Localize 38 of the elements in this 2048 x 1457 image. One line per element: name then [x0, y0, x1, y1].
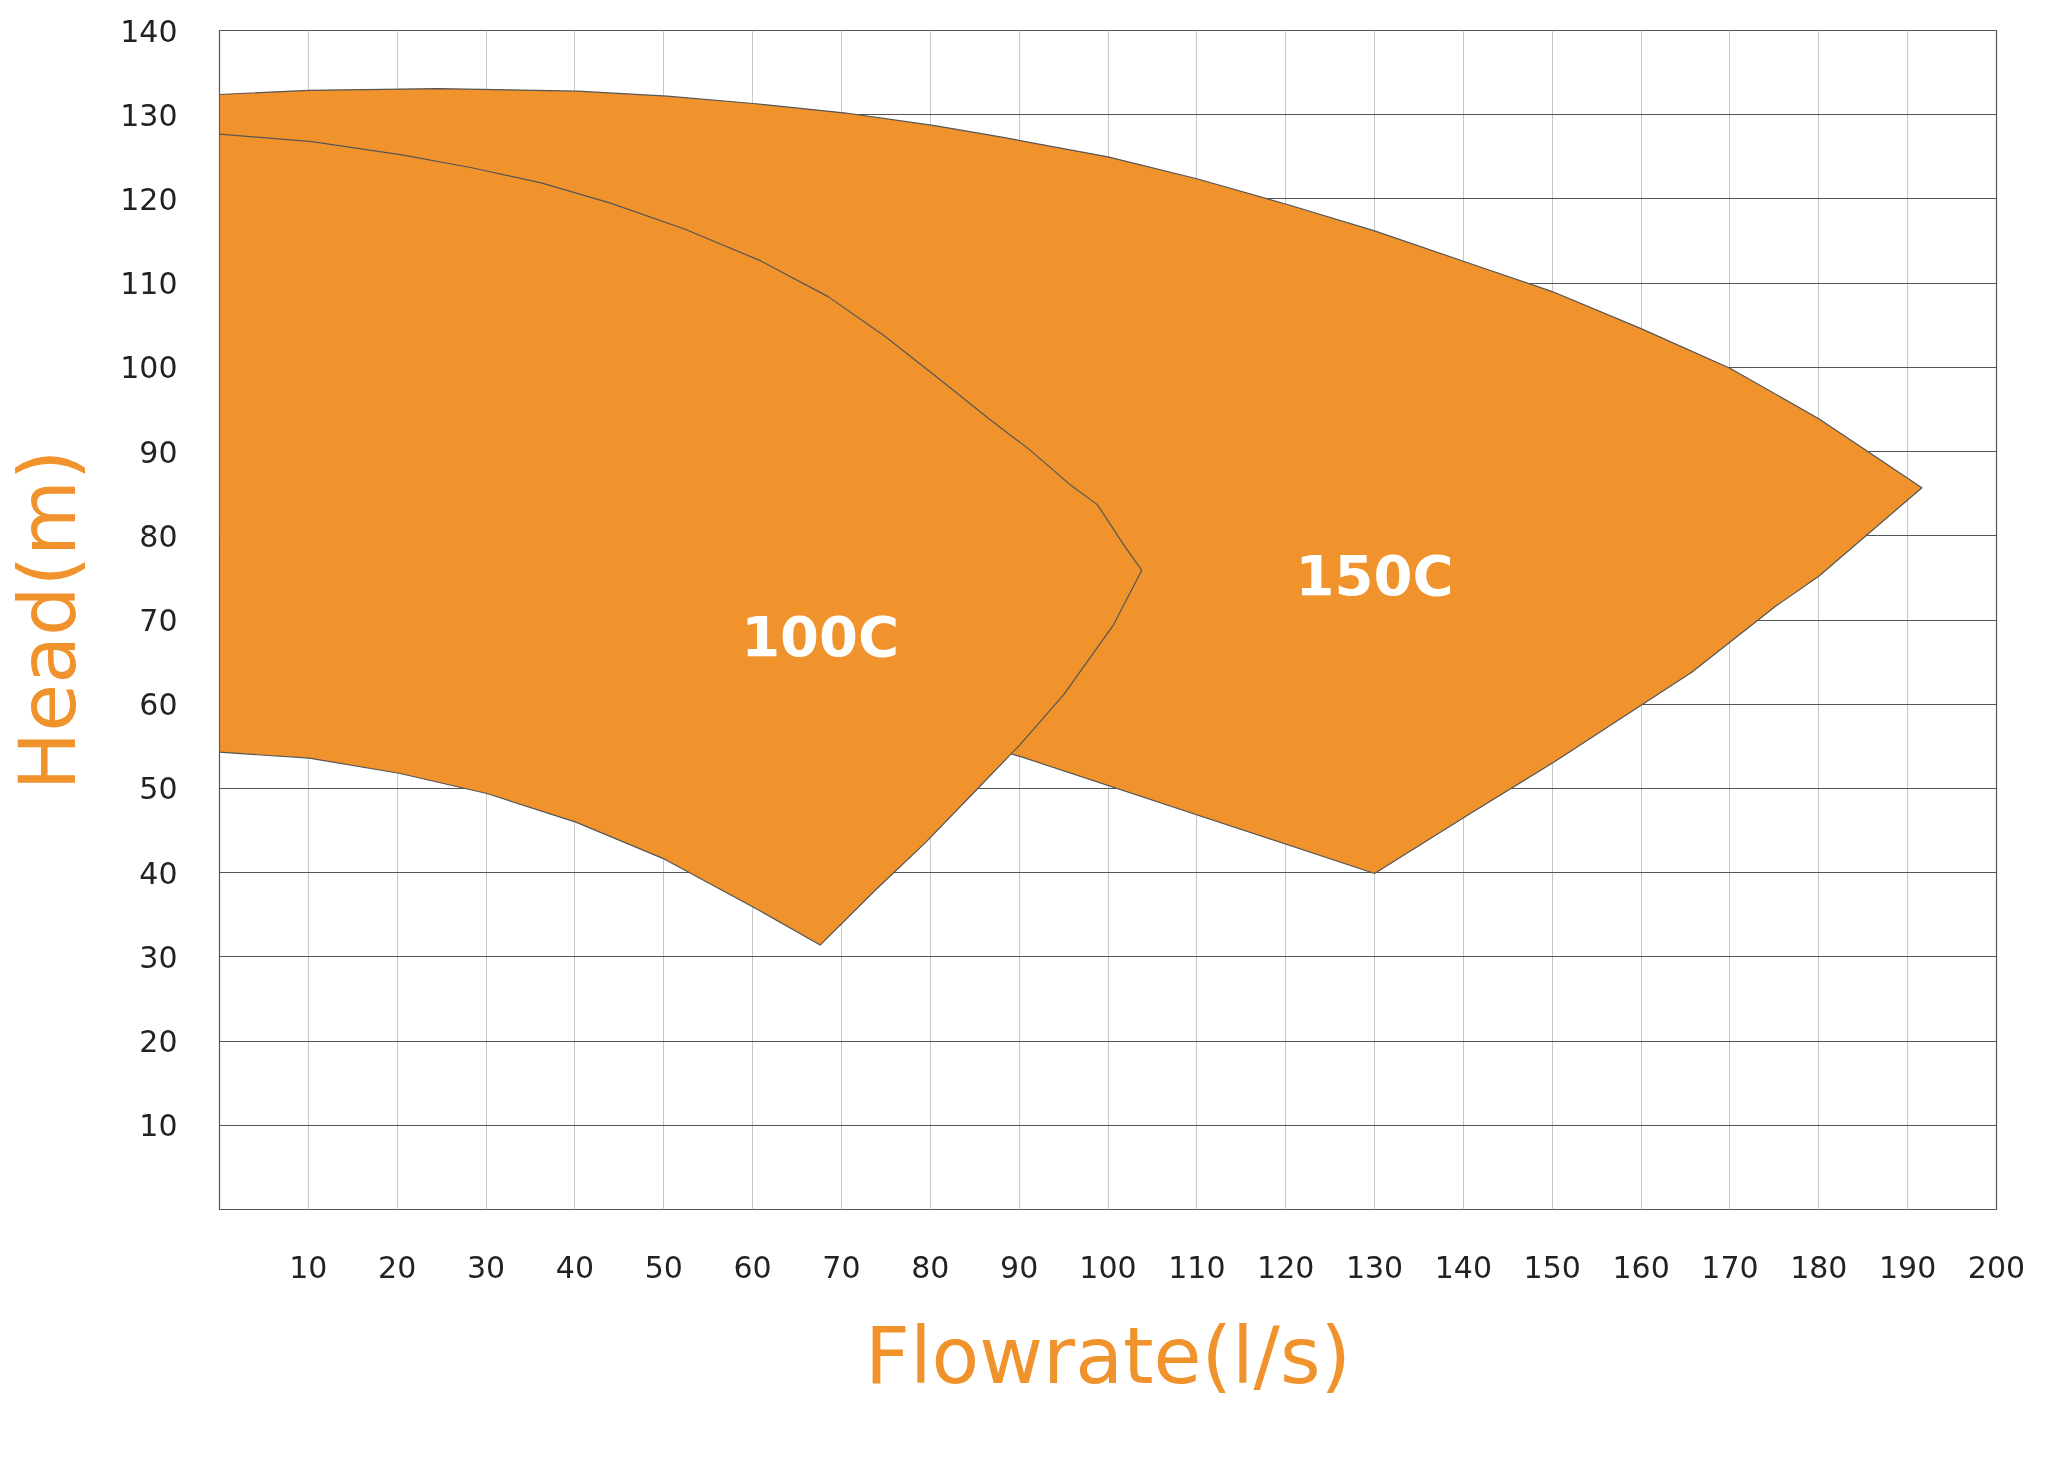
- x-tick-label: 140: [1434, 1249, 1493, 1285]
- x-tick-label: 80: [911, 1249, 950, 1285]
- y-tick-label: 20: [139, 1024, 178, 1060]
- x-axis-title: Flowrate(l/s): [865, 1310, 1351, 1401]
- x-tick-label: 60: [733, 1249, 772, 1285]
- x-tick-label: 130: [1345, 1249, 1404, 1285]
- y-axis-title: Head(m): [3, 449, 94, 791]
- y-tick-label: 130: [120, 97, 178, 133]
- y-tick-label: 10: [139, 1108, 178, 1144]
- y-tick-label: 110: [120, 266, 178, 302]
- x-tick-label: 40: [555, 1249, 594, 1285]
- y-tick-label: 30: [139, 939, 178, 975]
- y-tick-label: 90: [139, 434, 178, 470]
- x-tick-label: 50: [644, 1249, 683, 1285]
- x-tick-label: 90: [1000, 1249, 1039, 1285]
- x-tick-label: 20: [378, 1249, 417, 1285]
- x-tick-label: 150: [1523, 1249, 1581, 1285]
- x-tick-label: 180: [1790, 1249, 1848, 1285]
- y-tick-label: 50: [139, 771, 178, 807]
- x-tick-label: 120: [1257, 1249, 1315, 1285]
- y-tick-label: 100: [120, 350, 178, 386]
- y-tick-label: 40: [139, 855, 178, 891]
- y-tick-label: 60: [139, 687, 178, 723]
- series-label: 100C: [741, 604, 900, 670]
- x-tick-label: 110: [1168, 1249, 1226, 1285]
- x-tick-label: 200: [1967, 1249, 2026, 1285]
- y-tick-label: 80: [139, 518, 178, 554]
- x-tick-label: 160: [1612, 1249, 1670, 1285]
- x-tick-label: 190: [1879, 1249, 1937, 1285]
- y-tick-label: 70: [139, 603, 178, 638]
- series-label: 150C: [1295, 542, 1454, 608]
- y-tick-label: 120: [120, 181, 178, 217]
- x-tick-label: 30: [466, 1249, 506, 1285]
- x-tick-label: 10: [289, 1249, 328, 1285]
- y-tick-label: 140: [120, 13, 178, 49]
- x-tick-label: 100: [1079, 1249, 1137, 1285]
- x-tick-label: 70: [822, 1249, 861, 1285]
- x-tick-label: 170: [1701, 1249, 1759, 1285]
